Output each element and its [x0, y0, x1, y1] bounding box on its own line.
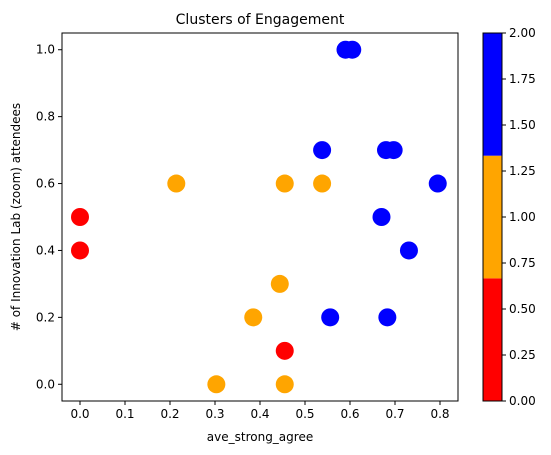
data-point-cluster-2 — [372, 208, 391, 226]
data-point-cluster-0 — [275, 341, 294, 360]
x-tick-label: 0.0 — [70, 407, 89, 421]
data-point-cluster-1 — [275, 174, 294, 193]
x-axis-ticks: 0.0 0.1 0.2 0.3 0.4 0.5 0.6 0.7 0.8 — [70, 401, 450, 421]
y-axis-label: # of Innovation Lab (zoom) attendees — [9, 103, 23, 331]
x-tick-label: 0.8 — [430, 407, 449, 421]
data-point-cluster-2 — [378, 308, 397, 327]
x-tick-label: 0.7 — [385, 407, 404, 421]
y-tick-label: 1.0 — [36, 43, 55, 57]
data-point-cluster-0 — [71, 241, 89, 260]
x-tick-label: 0.3 — [205, 407, 224, 421]
y-tick-label: 0.0 — [36, 377, 55, 391]
data-point-cluster-1 — [167, 174, 186, 193]
chart-title: Clusters of Engagement — [176, 12, 345, 28]
y-axis-ticks: 0.0 0.2 0.4 0.6 0.8 1.0 — [36, 43, 62, 391]
colorbar-tick-label: 2.00 — [509, 26, 536, 40]
plot-frame — [61, 32, 459, 402]
x-tick-label: 0.4 — [250, 407, 269, 421]
data-point-cluster-1 — [313, 174, 332, 193]
data-point-cluster-2 — [428, 174, 447, 193]
colorbar-segment — [483, 278, 502, 401]
data-points — [71, 40, 447, 394]
colorbar-tick-label: 1.75 — [509, 72, 536, 86]
y-tick-label: 0.2 — [36, 310, 55, 324]
colorbar-tick-label: 1.25 — [509, 164, 536, 178]
colorbar-tick-label: 0.75 — [509, 256, 536, 270]
y-tick-label: 0.8 — [36, 110, 55, 124]
data-point-cluster-2 — [321, 308, 340, 327]
data-point-cluster-1 — [244, 308, 263, 327]
colorbar-tick-label: 0.00 — [509, 394, 536, 408]
y-tick-label: 0.4 — [36, 243, 55, 257]
colorbar-segment — [483, 155, 502, 279]
x-axis-label: ave_strong_agree — [207, 430, 313, 444]
x-tick-label: 0.6 — [340, 407, 359, 421]
data-point-cluster-2 — [343, 40, 362, 59]
data-point-cluster-0 — [71, 208, 89, 226]
colorbar-tick-label: 1.00 — [509, 210, 536, 224]
colorbar-tick-label: 0.50 — [509, 302, 536, 316]
x-tick-label: 0.5 — [295, 407, 314, 421]
data-point-cluster-2 — [313, 141, 332, 160]
data-point-cluster-1 — [275, 375, 294, 394]
colorbar-tick-label: 1.50 — [509, 118, 536, 132]
data-point-cluster-1 — [270, 274, 289, 293]
data-point-cluster-2 — [399, 241, 418, 260]
colorbar-segment — [483, 33, 502, 156]
colorbar: 0.00 0.25 0.50 0.75 1.00 1.25 1.50 1.75 2.00 — [482, 26, 536, 408]
colorbar-tick-label: 0.25 — [509, 348, 536, 362]
data-point-cluster-1 — [207, 375, 226, 394]
y-tick-label: 0.6 — [36, 177, 55, 191]
x-tick-label: 0.2 — [160, 407, 179, 421]
data-point-cluster-2 — [384, 141, 403, 160]
x-tick-label: 0.1 — [115, 407, 134, 421]
